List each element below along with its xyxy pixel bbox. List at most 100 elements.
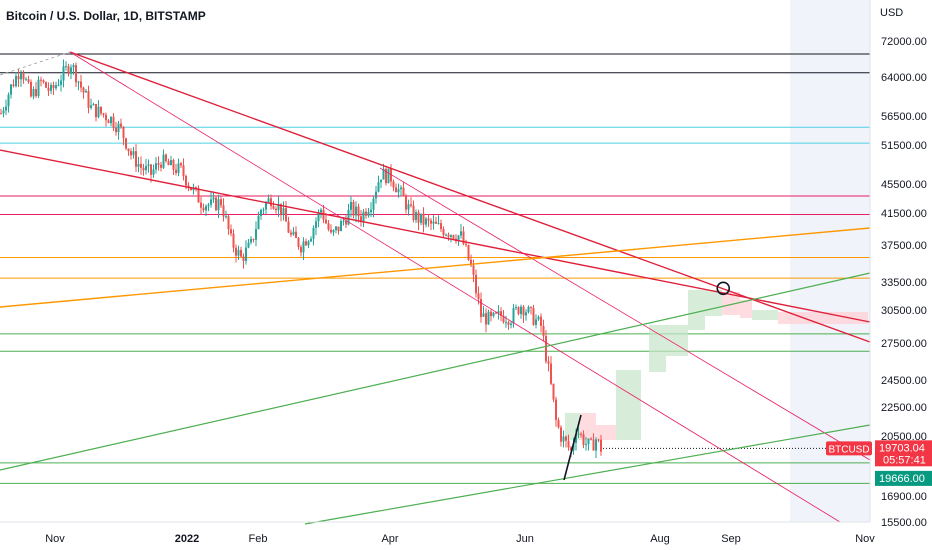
candle-body xyxy=(85,91,87,93)
x-tick-label: 2022 xyxy=(175,533,199,545)
candle-body xyxy=(525,312,527,316)
candle-body xyxy=(160,164,162,168)
candle-body xyxy=(190,187,192,191)
candle-body xyxy=(50,84,52,91)
candle-body xyxy=(15,76,17,87)
candle-body xyxy=(175,169,177,174)
candle-body xyxy=(60,80,62,85)
candle-body xyxy=(502,315,505,323)
candle-body xyxy=(580,433,582,435)
candle-body xyxy=(440,223,442,230)
candle-body xyxy=(265,202,267,210)
circle-marker xyxy=(716,281,731,296)
candle-body xyxy=(405,196,407,210)
candle-body xyxy=(350,201,352,210)
candle-body xyxy=(367,212,370,216)
candle-body xyxy=(450,235,452,237)
candle-body xyxy=(430,220,432,224)
candle-body xyxy=(207,204,210,207)
x-tick-label: Jun xyxy=(516,533,534,545)
candle-body xyxy=(352,201,355,216)
y-tick-label: 27500.00 xyxy=(881,338,927,350)
future-shade xyxy=(790,0,870,522)
candle-body xyxy=(217,199,220,211)
candle-body xyxy=(560,427,562,442)
candle-body xyxy=(295,231,297,238)
candle-body xyxy=(552,383,555,400)
candle-body xyxy=(195,187,197,189)
candle-body xyxy=(290,232,292,235)
candle-body xyxy=(222,205,225,217)
candle-body xyxy=(177,163,180,174)
candle-body xyxy=(595,439,597,451)
candle-body xyxy=(577,433,580,435)
x-tick-label: Apr xyxy=(381,533,398,545)
candle-body xyxy=(470,259,472,266)
candle-body xyxy=(485,313,487,325)
candle-body xyxy=(107,120,110,124)
candle-body xyxy=(515,307,517,309)
candle-body xyxy=(322,209,325,220)
price-axis-unit: USD xyxy=(880,7,903,19)
candle-body xyxy=(387,168,390,184)
x-tick-label: Feb xyxy=(249,533,268,545)
candle-body xyxy=(332,230,335,233)
candle-body xyxy=(382,168,385,180)
candle-body xyxy=(442,229,445,236)
candle-body xyxy=(187,185,190,188)
candle-body xyxy=(300,247,302,253)
y-tick-label: 30500.00 xyxy=(881,305,927,317)
forecast-box-6 xyxy=(688,290,705,330)
candle-body xyxy=(305,241,307,246)
candle-body xyxy=(372,198,375,210)
candle-body xyxy=(312,227,315,239)
candle-body xyxy=(327,223,330,230)
candle-body xyxy=(247,242,250,248)
candle-body xyxy=(257,215,260,230)
candle-body xyxy=(427,218,430,221)
candle-body xyxy=(480,299,482,317)
candle-body xyxy=(42,80,45,83)
candle-body xyxy=(170,160,172,166)
candle-body xyxy=(87,91,90,108)
candle-body xyxy=(30,81,32,97)
candle-body xyxy=(510,323,512,325)
candle-body xyxy=(335,226,337,231)
candle-body xyxy=(172,160,175,170)
forecast-box-2 xyxy=(596,425,616,440)
candle-body xyxy=(37,79,40,97)
forecast-box-9 xyxy=(740,300,752,318)
candle-body xyxy=(497,311,500,314)
candle-body xyxy=(600,439,602,452)
candle-body xyxy=(97,106,100,118)
candle-body xyxy=(275,208,277,211)
candle-body xyxy=(102,113,105,115)
candle-body xyxy=(65,66,67,68)
candle-body xyxy=(587,438,590,445)
candle-body xyxy=(220,199,222,206)
y-tick-label: 15500.00 xyxy=(881,517,927,529)
y-tick-label: 33500.00 xyxy=(881,277,927,289)
candle-body xyxy=(520,306,522,314)
candle-body xyxy=(25,79,27,81)
candle-body xyxy=(492,312,495,317)
candle-body xyxy=(362,211,365,223)
candle-body xyxy=(435,221,437,224)
candle-body xyxy=(147,164,150,166)
candle-body xyxy=(237,249,240,256)
y-tick-label: 41500.00 xyxy=(881,208,927,220)
candle-body xyxy=(385,168,387,184)
candle-body xyxy=(215,197,217,211)
candle-body xyxy=(507,322,510,325)
candle-body xyxy=(320,209,322,213)
candle-body xyxy=(390,168,392,182)
forecast-box-10 xyxy=(752,310,778,320)
candle-body xyxy=(122,126,125,139)
candle-body xyxy=(530,306,532,308)
candle-body xyxy=(182,165,185,176)
candle-body xyxy=(407,204,410,210)
candle-body xyxy=(590,438,592,440)
candle-body xyxy=(292,231,295,235)
candle-body xyxy=(40,79,42,81)
